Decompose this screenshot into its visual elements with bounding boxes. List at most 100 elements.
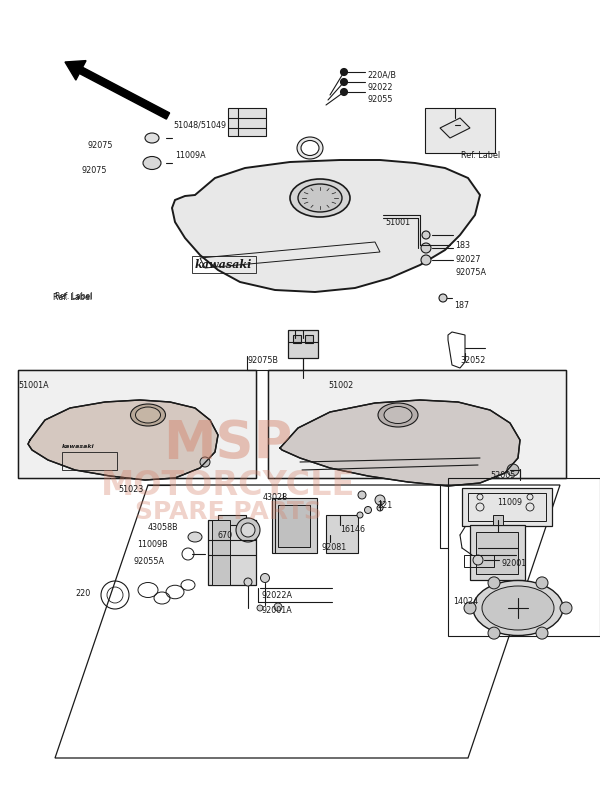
Bar	[470, 525, 525, 580]
Circle shape	[236, 518, 260, 542]
Bar	[493, 515, 503, 525]
Bar	[62, 452, 117, 470]
Text: 43028: 43028	[263, 493, 288, 502]
Text: Ref. Label: Ref. Label	[461, 151, 500, 160]
Bar	[268, 370, 566, 478]
Ellipse shape	[473, 580, 563, 636]
Bar	[268, 370, 566, 478]
Circle shape	[244, 578, 252, 586]
Ellipse shape	[297, 137, 323, 159]
Bar	[208, 520, 256, 585]
Text: 92022A: 92022A	[262, 591, 293, 600]
Circle shape	[341, 89, 347, 96]
Ellipse shape	[378, 403, 418, 427]
Text: 92055: 92055	[367, 95, 392, 104]
Text: Ref. Label: Ref. Label	[55, 292, 92, 301]
Ellipse shape	[145, 133, 159, 143]
Bar	[268, 370, 566, 478]
Text: 14024: 14024	[453, 597, 478, 606]
Text: 92075B: 92075B	[247, 356, 278, 365]
Text: SPARE PARTS: SPARE PARTS	[134, 499, 322, 524]
Text: Ref. Label: Ref. Label	[53, 293, 92, 302]
Polygon shape	[172, 160, 480, 292]
Ellipse shape	[298, 184, 342, 212]
Bar	[228, 108, 266, 136]
Ellipse shape	[131, 404, 166, 426]
Text: MSP: MSP	[163, 418, 293, 469]
Text: 92055A: 92055A	[133, 557, 164, 566]
Circle shape	[341, 68, 347, 75]
Text: 187: 187	[454, 301, 469, 310]
Circle shape	[257, 605, 263, 611]
Text: 11009: 11009	[497, 498, 522, 507]
Circle shape	[274, 603, 282, 611]
Text: 51048/51049: 51048/51049	[173, 121, 226, 130]
Ellipse shape	[384, 407, 412, 423]
Polygon shape	[28, 400, 218, 480]
Text: 51001A: 51001A	[18, 381, 49, 390]
Text: 670: 670	[218, 531, 233, 540]
Circle shape	[358, 491, 366, 499]
Bar	[476, 532, 518, 574]
Circle shape	[507, 464, 519, 476]
Bar	[18, 370, 256, 478]
Circle shape	[488, 577, 500, 589]
Circle shape	[375, 495, 385, 505]
Bar	[288, 330, 318, 358]
Bar	[212, 520, 230, 585]
Text: 92081: 92081	[322, 543, 347, 552]
Circle shape	[536, 627, 548, 639]
Bar	[468, 493, 546, 521]
Circle shape	[488, 627, 500, 639]
Polygon shape	[440, 118, 470, 138]
Circle shape	[560, 602, 572, 614]
Circle shape	[421, 255, 431, 265]
Bar	[218, 515, 246, 525]
Bar	[464, 555, 494, 567]
Text: 92027: 92027	[455, 255, 481, 264]
Bar	[326, 515, 358, 553]
Circle shape	[260, 574, 269, 582]
Text: MOTORCYCLE: MOTORCYCLE	[101, 469, 355, 502]
Text: 51001: 51001	[385, 218, 410, 227]
Ellipse shape	[143, 156, 161, 170]
Text: 11009A: 11009A	[175, 151, 206, 160]
Bar	[18, 370, 256, 478]
Text: kawasaki: kawasaki	[195, 259, 253, 270]
Text: 16146: 16146	[340, 525, 365, 534]
Bar	[278, 505, 310, 547]
Text: 32052: 32052	[460, 356, 485, 365]
Circle shape	[422, 231, 430, 239]
Text: 92075: 92075	[88, 141, 113, 150]
Text: 51023: 51023	[118, 485, 143, 494]
Text: 43058B: 43058B	[148, 523, 179, 532]
Bar	[18, 370, 256, 478]
Ellipse shape	[188, 532, 202, 542]
Bar	[272, 498, 317, 553]
Text: 51002: 51002	[328, 381, 353, 390]
Circle shape	[357, 512, 363, 518]
Circle shape	[377, 505, 383, 511]
FancyArrow shape	[65, 60, 170, 119]
Bar	[305, 335, 313, 343]
Circle shape	[241, 523, 255, 537]
Bar	[462, 488, 552, 526]
Ellipse shape	[301, 141, 319, 155]
Text: 183: 183	[455, 241, 470, 250]
Ellipse shape	[482, 586, 554, 630]
Text: 92022: 92022	[367, 83, 392, 92]
Text: 220: 220	[75, 589, 90, 598]
Circle shape	[464, 602, 476, 614]
Text: 92075A: 92075A	[455, 268, 486, 277]
Text: 220A/B: 220A/B	[367, 71, 396, 80]
Circle shape	[200, 457, 210, 467]
Circle shape	[365, 506, 371, 513]
Text: kawasaki: kawasaki	[62, 444, 95, 449]
Text: 221: 221	[377, 501, 392, 510]
Bar	[448, 478, 600, 636]
Bar	[293, 335, 301, 343]
Text: 52005: 52005	[490, 471, 515, 480]
Circle shape	[439, 294, 447, 302]
Circle shape	[421, 243, 431, 253]
Text: 92001: 92001	[501, 559, 526, 568]
